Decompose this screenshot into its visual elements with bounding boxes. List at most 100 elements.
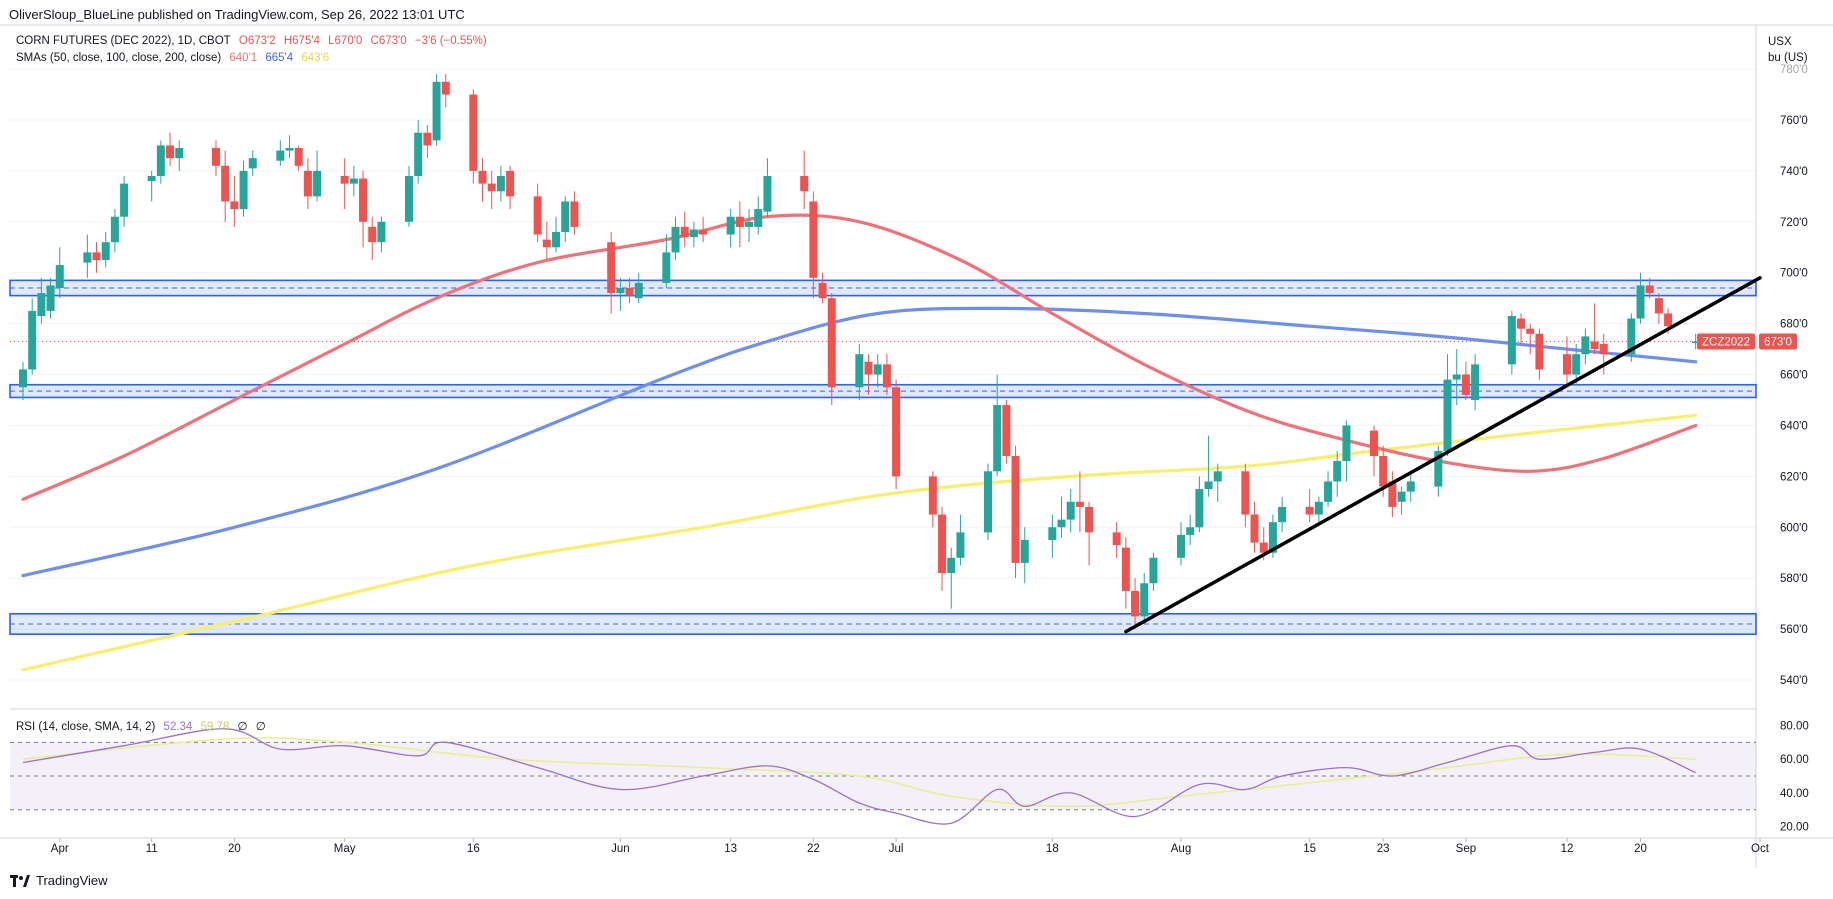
- symbol-tag-bg: [1697, 333, 1755, 350]
- time-tick-label: 18: [1046, 843, 1059, 855]
- time-tick-label: 16: [467, 843, 480, 855]
- candle: [377, 216, 386, 253]
- candle: [745, 209, 754, 243]
- candle: [1241, 463, 1250, 528]
- candle: [506, 165, 515, 210]
- candle: [1112, 522, 1121, 558]
- candle: [1140, 573, 1149, 624]
- candle-body: [533, 196, 542, 235]
- candle-body: [487, 183, 496, 192]
- time-tick-label: May: [334, 843, 356, 855]
- symbol-label: CORN FUTURES (DEC 2022), 1D, CBOT: [16, 35, 231, 47]
- rsi-tick-label: 20.00: [1780, 822, 1809, 834]
- candle-body: [993, 405, 1002, 472]
- candle-body: [542, 239, 551, 248]
- candle-body: [1443, 379, 1452, 451]
- candle: [1443, 354, 1452, 456]
- candle: [55, 247, 64, 299]
- support-resistance-zones: [9, 279, 1757, 635]
- candle: [1011, 445, 1020, 579]
- candle: [892, 379, 901, 490]
- candle: [726, 209, 735, 248]
- candle: [993, 374, 1002, 477]
- candle-body: [1149, 557, 1158, 584]
- candle: [928, 471, 937, 528]
- candle-body: [1305, 506, 1314, 515]
- grid: [0, 24, 1833, 868]
- candle-body: [441, 81, 450, 95]
- candle-body: [763, 176, 772, 212]
- candle: [1581, 328, 1590, 365]
- candle-body: [1048, 527, 1057, 540]
- candle-body: [1066, 501, 1075, 520]
- close-value: C673'0: [370, 35, 407, 47]
- candle-body: [368, 226, 377, 243]
- candle: [864, 354, 873, 395]
- candle-body: [1213, 471, 1222, 482]
- trendline[interactable]: [1124, 276, 1762, 634]
- candle: [1599, 333, 1608, 375]
- candle: [699, 216, 708, 243]
- candle-body: [699, 229, 708, 235]
- candle: [92, 242, 101, 273]
- candle: [680, 211, 689, 248]
- candle-body: [671, 226, 680, 253]
- tradingview-footer[interactable]: TradingView: [10, 873, 108, 888]
- candle: [1085, 501, 1094, 566]
- candle-body: [414, 132, 423, 176]
- candle: [1075, 471, 1084, 533]
- time-tick-label: Oct: [1751, 843, 1770, 855]
- candle: [1213, 463, 1222, 502]
- candle-body: [616, 288, 625, 294]
- candle-body: [1112, 532, 1121, 546]
- rsi-extra-1: ∅: [237, 721, 248, 733]
- candle: [1314, 496, 1323, 523]
- candle: [809, 191, 818, 299]
- candle: [1572, 344, 1581, 385]
- price-tick-label: 560'0: [1780, 624, 1808, 636]
- candle-body: [120, 183, 129, 217]
- candle: [239, 160, 248, 217]
- candle-body: [1250, 514, 1259, 543]
- candle: [1535, 328, 1544, 380]
- candle: [303, 158, 312, 210]
- candle-body: [423, 132, 432, 146]
- candle: [689, 221, 698, 248]
- candle-body: [827, 298, 836, 388]
- candle-body: [1654, 298, 1663, 314]
- candle-body: [83, 252, 92, 263]
- price-tick-label: 720'0: [1780, 217, 1808, 229]
- candle-body: [662, 252, 671, 283]
- candle-body: [689, 229, 698, 238]
- candle: [1691, 333, 1700, 350]
- candle-body: [745, 221, 754, 227]
- candle: [662, 234, 671, 288]
- sma-label: SMAs (50, close, 100, close, 200, close): [16, 52, 222, 64]
- candle: [763, 158, 772, 217]
- candle: [542, 221, 551, 260]
- candle-body: [221, 165, 230, 202]
- candle: [1452, 349, 1461, 406]
- candle-body: [984, 471, 992, 533]
- candle: [1305, 489, 1314, 523]
- rsi-value: 52.34: [163, 721, 193, 733]
- candle-body: [1406, 481, 1415, 492]
- candle-body: [956, 532, 965, 558]
- price-tick-label: 780'0: [1780, 64, 1808, 76]
- candle: [147, 170, 156, 202]
- candle-body: [248, 158, 257, 169]
- candle-body: [432, 81, 441, 141]
- candle-body: [349, 178, 358, 184]
- sma50-value: 640'1: [229, 52, 258, 64]
- candle: [166, 132, 175, 166]
- time-tick-label: 12: [1561, 843, 1574, 855]
- candle: [1250, 501, 1259, 553]
- candle-body: [1011, 456, 1020, 563]
- candle-body: [340, 176, 349, 184]
- price-tick-label: 580'0: [1780, 573, 1808, 585]
- candle-body: [1517, 318, 1526, 329]
- candle: [175, 140, 184, 171]
- price-unit-line-2: bu (US): [1768, 52, 1808, 64]
- rsi-line: [22, 728, 1696, 825]
